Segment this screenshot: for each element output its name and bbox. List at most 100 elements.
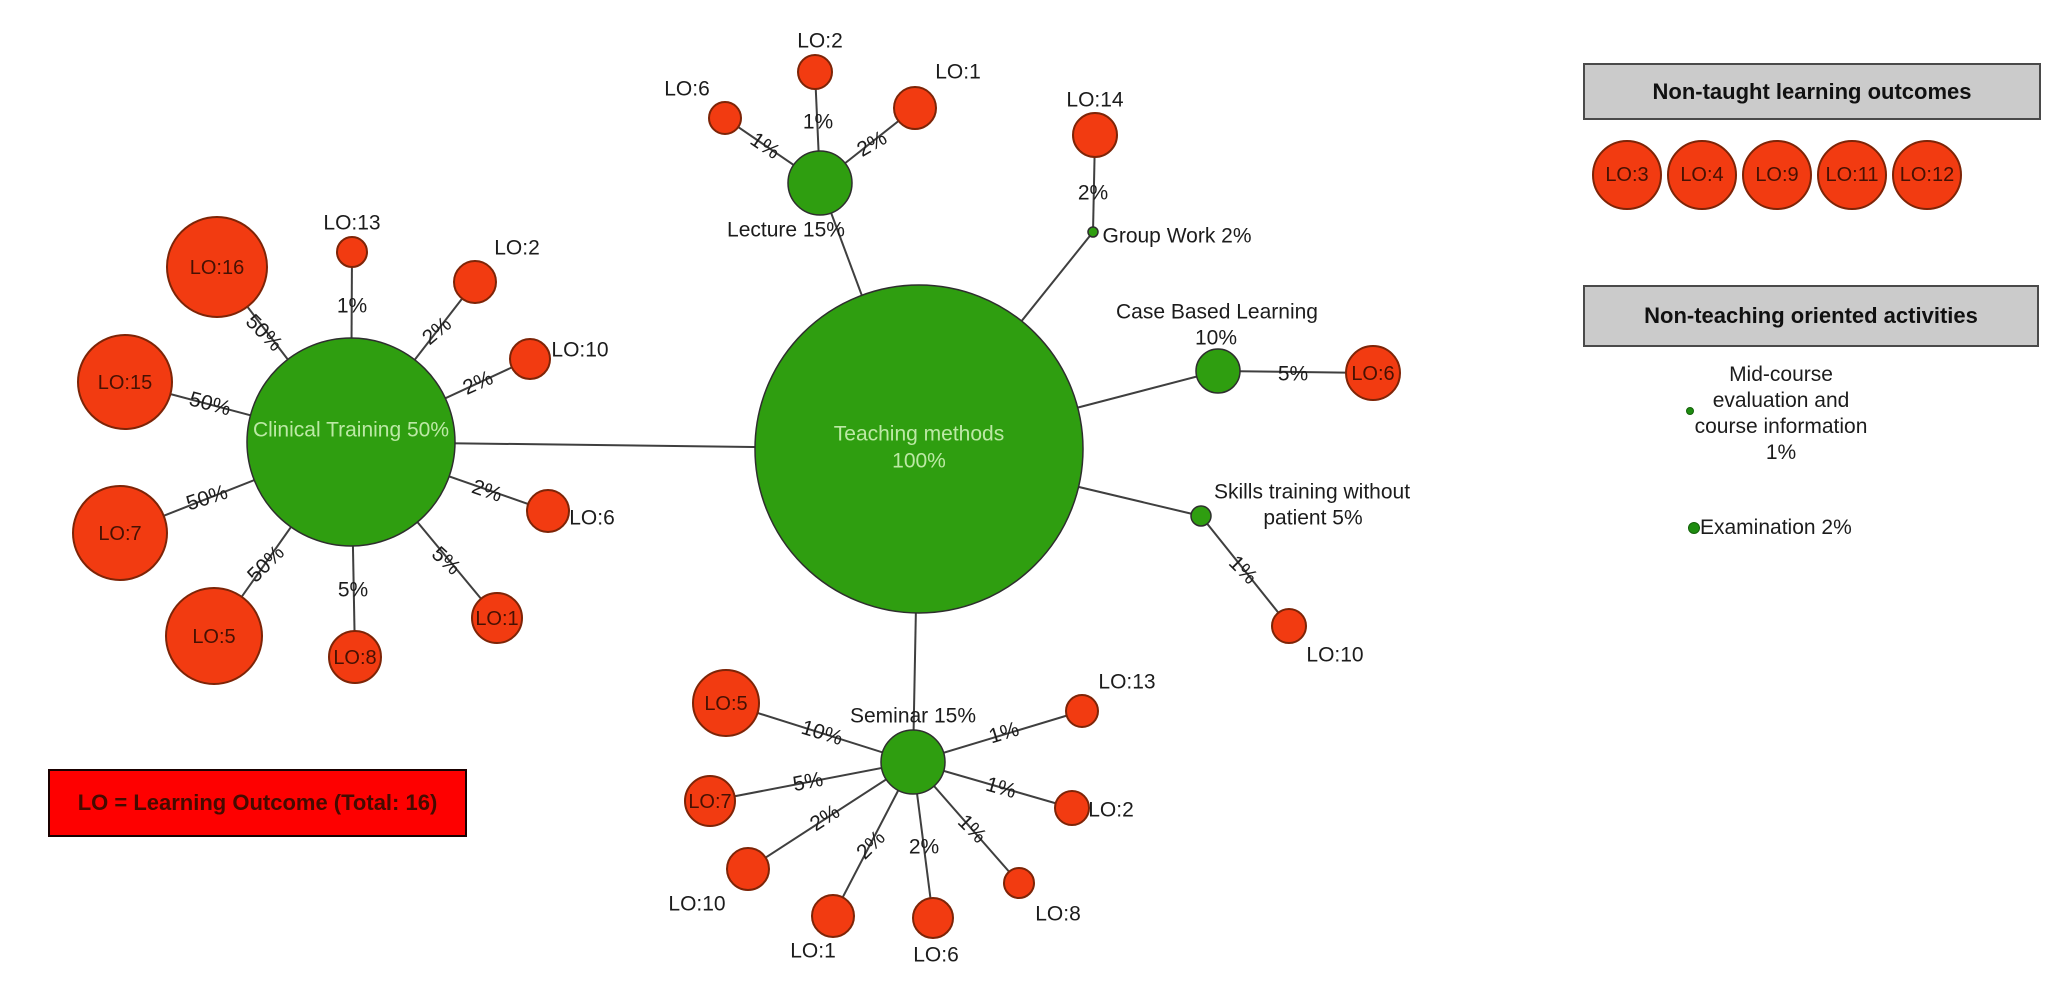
node-seminar-lo6-circle <box>912 897 954 939</box>
node-case-based-learning <box>1195 348 1241 394</box>
edge-label-seminar-lo6: 2% <box>909 836 939 859</box>
label-clinical-training: Clinical Training 50% <box>253 419 449 442</box>
edge-label-skills-lo10: 1% <box>1224 551 1262 589</box>
node-skills-lo10-circle <box>1271 608 1307 644</box>
node-lecture-lo1-circle <box>893 86 937 130</box>
midcourse-item: Mid-course evaluation and course informa… <box>1681 362 1881 466</box>
edge-label-clinical-lo15: 50% <box>187 387 234 420</box>
label-lecture: Lecture 15% <box>727 219 845 242</box>
label-cbl-lo6-circle: LO:6 <box>1351 363 1394 385</box>
edge-seminar-lo7 <box>709 761 914 802</box>
midcourse-line-1: Mid-course <box>1729 363 1833 386</box>
midcourse-line-3: course information <box>1694 415 1868 438</box>
node-seminar-lo1-circle <box>811 894 855 938</box>
node-lecture-lo6-circle <box>708 101 742 135</box>
legend-lo9-circle: LO:9 <box>1742 140 1812 210</box>
node-seminar-lo5-circle <box>692 669 760 737</box>
midcourse-line-4: 1% <box>1765 441 1797 464</box>
legend-lo4-label: LO:4 <box>1680 163 1724 186</box>
edge-label-clinical-lo10: 2% <box>459 366 496 399</box>
legend-lo11-label: LO:11 <box>1825 163 1879 186</box>
node-clinical-lo6-circle <box>526 489 570 533</box>
label-teaching-methods: Teaching methods <box>834 423 1004 446</box>
label-teaching-methods-2: 100% <box>892 450 946 473</box>
node-seminar-lo8-circle <box>1003 867 1035 899</box>
label-case-based-learning-2: 10% <box>1195 327 1237 350</box>
node-clinical-lo7-circle <box>72 485 168 581</box>
legend-lo12-label: LO:12 <box>1899 163 1955 186</box>
node-seminar-lo2-circle <box>1054 790 1090 826</box>
label-clinical-lo8-circle: LO:8 <box>333 647 376 669</box>
label-case-based-learning: Case Based Learning <box>1116 301 1318 324</box>
node-clinical-lo2-circle <box>453 260 497 304</box>
node-groupwork-lo14-circle <box>1072 112 1118 158</box>
label-lecture-lo2-circle: LO:2 <box>797 30 843 53</box>
legend-lo3-label: LO:3 <box>1605 163 1649 186</box>
node-clinical-lo8-circle <box>328 630 382 684</box>
node-seminar <box>880 729 946 795</box>
label-seminar-lo2-circle: LO:2 <box>1088 799 1134 822</box>
label-seminar-lo1-circle: LO:1 <box>790 940 836 963</box>
label-skills-training: Skills training without <box>1214 481 1410 504</box>
node-lecture-lo2-circle <box>797 54 833 90</box>
lo-definition-note: LO = Learning Outcome (Total: 16) <box>48 769 467 837</box>
node-clinical-lo5-circle <box>165 587 263 685</box>
examination-dot <box>1688 522 1700 534</box>
label-clinical-lo15-circle: LO:15 <box>98 372 152 394</box>
edge-label-cbl-lo6: 5% <box>1278 363 1308 386</box>
examination-item: Examination 2% <box>1688 516 1852 540</box>
edge-label-clinical-lo13: 1% <box>337 295 367 318</box>
edge-label-lecture-lo2: 1% <box>803 111 833 134</box>
edge-label-seminar-lo13: 1% <box>986 718 1022 749</box>
edge-label-groupwork-lo14: 2% <box>1078 182 1108 205</box>
midcourse-line-2: evaluation and <box>1712 389 1850 412</box>
node-clinical-lo13-circle <box>336 236 368 268</box>
edge-label-seminar-lo2: 1% <box>983 773 1019 803</box>
node-teaching-methods <box>754 284 1084 614</box>
edge-label-seminar-lo1: 2% <box>852 826 890 864</box>
legend-lo4-circle: LO:4 <box>1667 140 1737 210</box>
node-group-work <box>1087 226 1099 238</box>
label-seminar: Seminar 15% <box>850 705 976 728</box>
legend-lo3-circle: LO:3 <box>1592 140 1662 210</box>
label-skills-training-2: patient 5% <box>1263 507 1362 530</box>
edge-label-clinical-lo5: 50% <box>243 541 289 587</box>
legend-non-teaching-header: Non-teaching oriented activities <box>1583 285 2039 347</box>
label-seminar-lo10-circle: LO:10 <box>668 893 725 916</box>
edge-seminar-lo10 <box>747 761 914 870</box>
label-lecture-lo1-circle: LO:1 <box>935 61 981 84</box>
label-seminar-lo5-circle: LO:5 <box>704 693 747 715</box>
edge-label-seminar-lo7: 5% <box>791 768 825 796</box>
label-seminar-lo13-circle: LO:13 <box>1098 671 1155 694</box>
edge-label-clinical-lo7: 50% <box>183 481 230 516</box>
node-cbl-lo6-circle <box>1345 345 1401 401</box>
label-clinical-lo2-circle: LO:2 <box>494 237 540 260</box>
edge-label-clinical-lo8: 5% <box>338 579 368 602</box>
legend-non-taught-circles: LO:3 LO:4 LO:9 LO:11 LO:12 <box>1592 140 1962 210</box>
node-lecture <box>787 150 853 216</box>
label-clinical-lo6-circle: LO:6 <box>569 507 615 530</box>
legend-lo9-label: LO:9 <box>1755 163 1799 186</box>
node-clinical-training <box>246 337 456 547</box>
legend-lo11-circle: LO:11 <box>1817 140 1887 210</box>
label-lecture-lo6-circle: LO:6 <box>664 78 710 101</box>
label-skills-lo10-circle: LO:10 <box>1306 644 1363 667</box>
label-clinical-lo1-circle: LO:1 <box>475 608 518 630</box>
label-clinical-lo13-circle: LO:13 <box>323 212 380 235</box>
label-clinical-lo16-circle: LO:16 <box>190 257 244 279</box>
node-seminar-lo10-circle <box>726 847 770 891</box>
edge-skills-lo10 <box>1200 515 1290 627</box>
node-seminar-lo7-circle <box>684 775 736 827</box>
legend-lo12-circle: LO:12 <box>1892 140 1962 210</box>
edge-label-seminar-lo10: 2% <box>806 800 844 836</box>
node-clinical-lo10-circle <box>509 338 551 380</box>
midcourse-dot <box>1686 407 1694 415</box>
label-seminar-lo8-circle: LO:8 <box>1035 903 1081 926</box>
edge-label-seminar-lo8: 1% <box>953 810 991 848</box>
node-clinical-lo15-circle <box>77 334 173 430</box>
edge-label-clinical-lo6: 2% <box>469 475 505 507</box>
node-skills-training <box>1190 505 1212 527</box>
label-groupwork-lo14-circle: LO:14 <box>1066 89 1124 112</box>
edge-label-clinical-lo2: 2% <box>418 312 456 349</box>
